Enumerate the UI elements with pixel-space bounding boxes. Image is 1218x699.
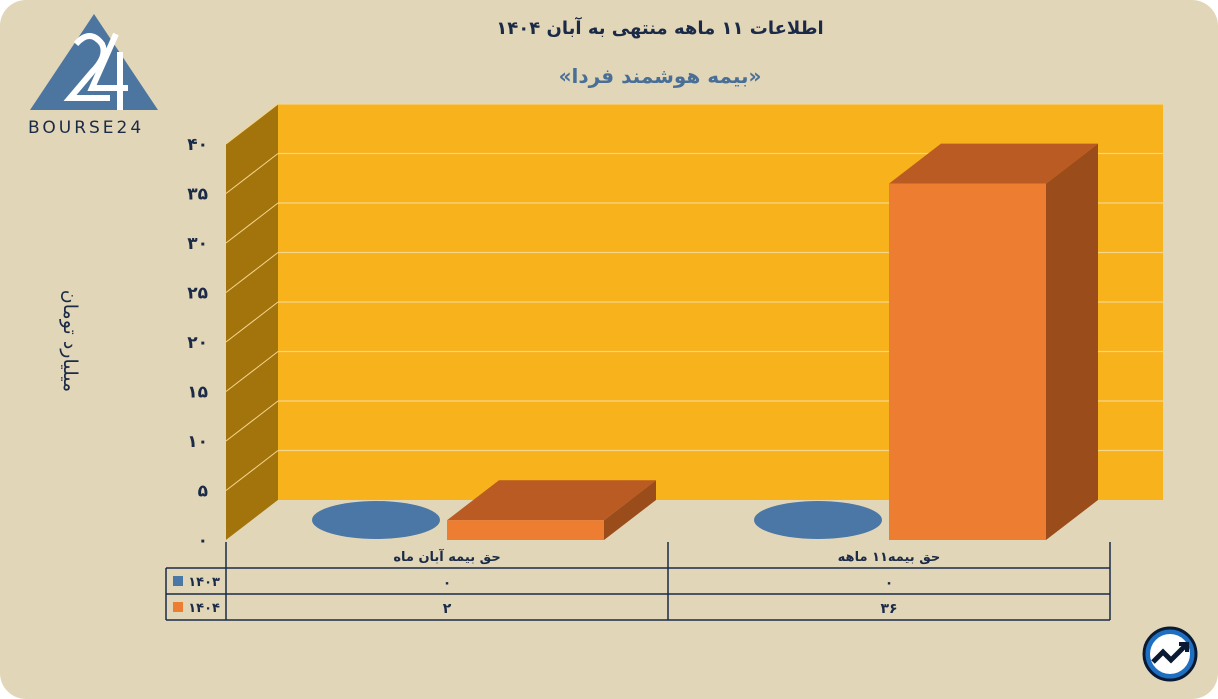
trend-icon xyxy=(1142,626,1198,682)
bar-1403 xyxy=(312,501,440,539)
gridline-side xyxy=(225,202,279,244)
gridline-side xyxy=(225,351,279,392)
category-label: حق بیمه۱۱ ماهه xyxy=(838,550,941,565)
logo-text: BOURSE24 xyxy=(28,118,145,138)
y-tick-label: ۳۵ xyxy=(187,185,208,205)
chart-title: اطلاعات ۱۱ ماهه منتهی به آبان ۱۴۰۴ xyxy=(496,18,824,39)
legend-label: ۱۴۰۴ xyxy=(188,601,220,616)
bar-1403 xyxy=(754,501,882,539)
gridline-side xyxy=(225,301,279,343)
y-tick-label: ۱۵ xyxy=(187,383,208,403)
data-label: ۰ xyxy=(443,575,452,591)
gridline-side xyxy=(225,450,279,491)
y-tick-label: ۵ xyxy=(198,482,208,502)
gridline-side xyxy=(225,103,279,145)
bar-1404-side xyxy=(1046,143,1098,540)
y-tick-label: ۲۵ xyxy=(187,284,208,304)
bar-1404 xyxy=(889,183,1046,540)
legend-swatch xyxy=(173,602,183,612)
bar-1404-top xyxy=(447,480,656,521)
chart-subtitle: «بیمه هوشمند فردا» xyxy=(558,64,762,88)
data-label: ۳۶ xyxy=(880,601,897,617)
data-label: ۲ xyxy=(443,601,452,617)
y-tick-label: ۳۰ xyxy=(187,234,208,254)
y-tick-label: ۱۰ xyxy=(187,432,208,452)
y-tick-label: ۰ xyxy=(198,531,208,551)
legend-label: ۱۴۰۳ xyxy=(188,575,220,590)
gridline-side xyxy=(225,400,279,442)
bar-1404-top xyxy=(889,143,1098,184)
gridline-side xyxy=(225,252,279,293)
data-label: ۰ xyxy=(885,575,894,591)
bar-1404-side xyxy=(604,480,656,540)
category-label: حق بیمه آبان ماه xyxy=(393,548,500,565)
legend-swatch xyxy=(173,576,183,586)
bourse24-logo xyxy=(30,14,158,110)
gridline-side xyxy=(225,153,279,194)
y-tick-label: ۲۰ xyxy=(187,333,208,353)
bar-1404 xyxy=(447,520,604,540)
y-tick-label: ۴۰ xyxy=(187,135,208,155)
